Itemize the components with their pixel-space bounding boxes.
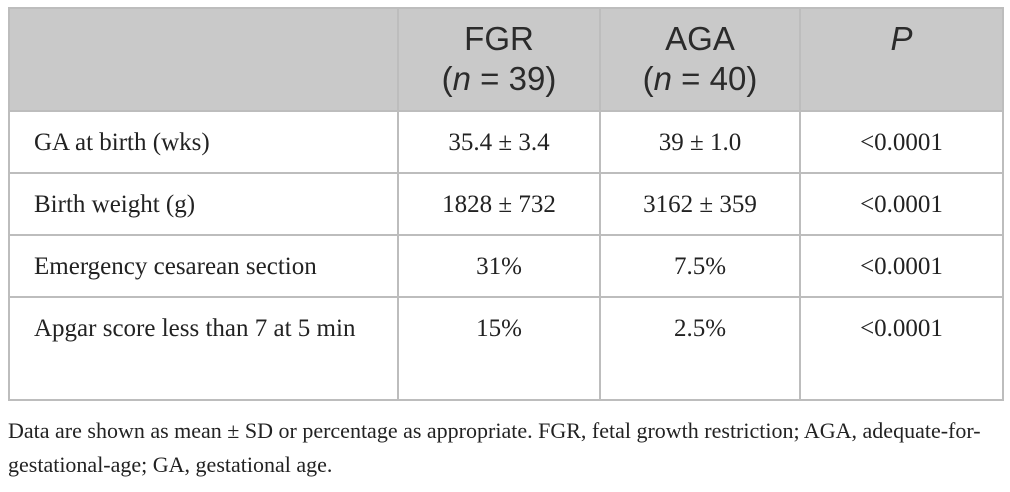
row-label: Emergency cesarean section [8, 234, 399, 298]
aga-value: 7.5% [599, 234, 801, 298]
header-empty-cell [8, 7, 399, 112]
row-label: Birth weight (g) [8, 172, 399, 236]
aga-value: 2.5% [599, 296, 801, 401]
table-header-row: FGR (n = 39) AGA (n = 40) P [8, 7, 1004, 112]
header-fgr: FGR (n = 39) [397, 7, 601, 112]
header-aga-n-var: n [653, 60, 673, 97]
header-fgr-name: FGR [464, 20, 534, 57]
p-value: <0.0001 [799, 110, 1004, 174]
p-value: <0.0001 [799, 234, 1004, 298]
aga-value: 3162 ± 359 [599, 172, 801, 236]
header-fgr-n-prefix: ( [441, 60, 453, 97]
header-fgr-n-var: n [452, 60, 472, 97]
header-fgr-n-suffix: = 39) [471, 60, 557, 97]
fgr-value: 35.4 ± 3.4 [397, 110, 601, 174]
table-footnote: Data are shown as mean ± SD or percentag… [8, 418, 981, 477]
row-label: Apgar score less than 7 at 5 min [8, 296, 399, 401]
fgr-value: 1828 ± 732 [397, 172, 601, 236]
fgr-value: 31% [397, 234, 601, 298]
header-aga-n-suffix: = 40) [672, 60, 758, 97]
row-label: GA at birth (wks) [8, 110, 399, 174]
table-row: GA at birth (wks) 35.4 ± 3.4 39 ± 1.0 <0… [8, 110, 1004, 174]
header-p-value: P [799, 7, 1004, 112]
data-table: FGR (n = 39) AGA (n = 40) P GA at birth … [8, 7, 1004, 401]
header-aga-name: AGA [665, 20, 735, 57]
table-row: Birth weight (g) 1828 ± 732 3162 ± 359 <… [8, 172, 1004, 236]
p-value: <0.0001 [799, 172, 1004, 236]
header-aga: AGA (n = 40) [599, 7, 801, 112]
data-table-container: FGR (n = 39) AGA (n = 40) P GA at birth … [8, 7, 1004, 401]
table-row: Emergency cesarean section 31% 7.5% <0.0… [8, 234, 1004, 298]
header-aga-n-prefix: ( [642, 60, 654, 97]
table-row: Apgar score less than 7 at 5 min 15% 2.5… [8, 296, 1004, 401]
fgr-value: 15% [397, 296, 601, 401]
aga-value: 39 ± 1.0 [599, 110, 801, 174]
p-value: <0.0001 [799, 296, 1004, 401]
